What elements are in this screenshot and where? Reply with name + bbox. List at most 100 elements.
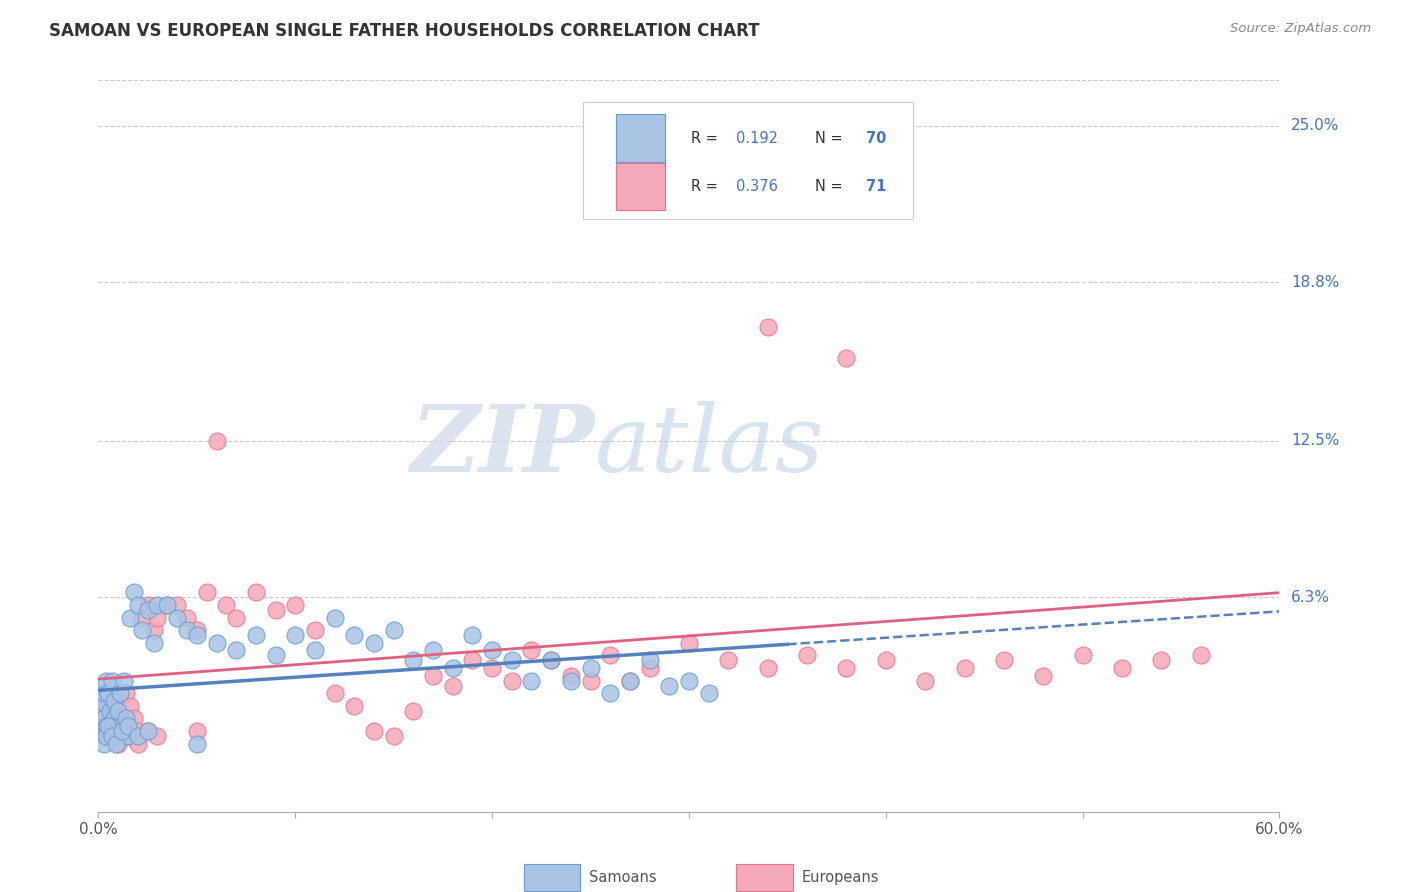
Point: [122, 585, 145, 599]
Point: [105, 737, 128, 751]
Text: 71: 71: [866, 178, 886, 194]
Point: [136, 724, 159, 739]
Point: [914, 673, 936, 688]
Point: [176, 610, 198, 624]
Point: [97, 724, 120, 739]
Point: [993, 653, 1015, 667]
Point: [117, 729, 139, 743]
Point: [89, 698, 111, 713]
Point: [441, 661, 464, 675]
Point: [96, 673, 118, 688]
Point: [186, 623, 208, 637]
Point: [835, 351, 858, 365]
Text: 18.8%: 18.8%: [1291, 275, 1340, 290]
Text: 25.0%: 25.0%: [1291, 118, 1340, 133]
Point: [105, 729, 128, 743]
Point: [101, 719, 124, 733]
Point: [520, 673, 543, 688]
Point: [304, 643, 326, 657]
Point: [1111, 661, 1133, 675]
Point: [323, 610, 346, 624]
Point: [461, 653, 484, 667]
Point: [323, 686, 346, 700]
Point: [697, 686, 720, 700]
Point: [127, 729, 149, 743]
Point: [122, 711, 145, 725]
Point: [520, 643, 543, 657]
Point: [205, 636, 228, 650]
Point: [97, 719, 120, 733]
Point: [176, 623, 198, 637]
Point: [501, 673, 523, 688]
Text: SAMOAN VS EUROPEAN SINGLE FATHER HOUSEHOLDS CORRELATION CHART: SAMOAN VS EUROPEAN SINGLE FATHER HOUSEHO…: [49, 22, 759, 40]
Point: [638, 661, 661, 675]
Point: [756, 320, 779, 334]
Point: [599, 648, 621, 663]
Text: 6.3%: 6.3%: [1291, 590, 1330, 605]
Point: [101, 729, 124, 743]
Point: [264, 648, 287, 663]
Point: [678, 156, 700, 170]
Text: N =: N =: [815, 131, 844, 145]
Point: [560, 668, 582, 682]
Point: [118, 610, 141, 624]
Point: [115, 686, 138, 700]
Point: [118, 698, 141, 713]
Point: [638, 653, 661, 667]
FancyBboxPatch shape: [523, 864, 581, 891]
Point: [756, 661, 779, 675]
Point: [96, 704, 118, 718]
Point: [103, 724, 125, 739]
Point: [875, 653, 897, 667]
Point: [142, 636, 165, 650]
FancyBboxPatch shape: [616, 114, 665, 162]
Point: [402, 653, 425, 667]
Point: [343, 628, 366, 642]
Point: [127, 737, 149, 751]
Point: [131, 623, 153, 637]
Point: [579, 661, 602, 675]
Point: [97, 686, 120, 700]
Point: [363, 724, 385, 739]
Point: [89, 724, 111, 739]
Point: [166, 598, 188, 612]
Point: [186, 724, 208, 739]
Text: Source: ZipAtlas.com: Source: ZipAtlas.com: [1230, 22, 1371, 36]
Point: [363, 636, 385, 650]
Point: [796, 648, 818, 663]
Point: [166, 610, 188, 624]
Point: [284, 628, 307, 642]
Text: Europeans: Europeans: [801, 870, 879, 885]
Point: [195, 585, 218, 599]
Point: [225, 610, 247, 624]
Point: [343, 698, 366, 713]
Point: [619, 673, 641, 688]
Point: [284, 598, 307, 612]
Text: ZIP: ZIP: [411, 401, 595, 491]
Text: 0.376: 0.376: [737, 178, 778, 194]
Point: [146, 598, 169, 612]
Point: [186, 737, 208, 751]
Point: [131, 610, 153, 624]
Point: [91, 694, 114, 708]
Point: [111, 711, 134, 725]
Text: R =: R =: [692, 131, 723, 145]
Point: [108, 686, 131, 700]
Point: [93, 729, 115, 743]
Point: [101, 711, 124, 725]
Text: 70: 70: [866, 131, 886, 145]
Point: [111, 724, 134, 739]
Point: [107, 737, 129, 751]
Text: 0.192: 0.192: [737, 131, 778, 145]
Point: [481, 643, 503, 657]
Point: [501, 653, 523, 667]
Point: [91, 704, 114, 718]
Point: [98, 698, 121, 713]
Point: [103, 694, 125, 708]
Text: Samoans: Samoans: [589, 870, 657, 885]
Point: [245, 585, 267, 599]
Point: [678, 673, 700, 688]
Point: [245, 628, 267, 642]
Point: [136, 603, 159, 617]
Point: [146, 729, 169, 743]
